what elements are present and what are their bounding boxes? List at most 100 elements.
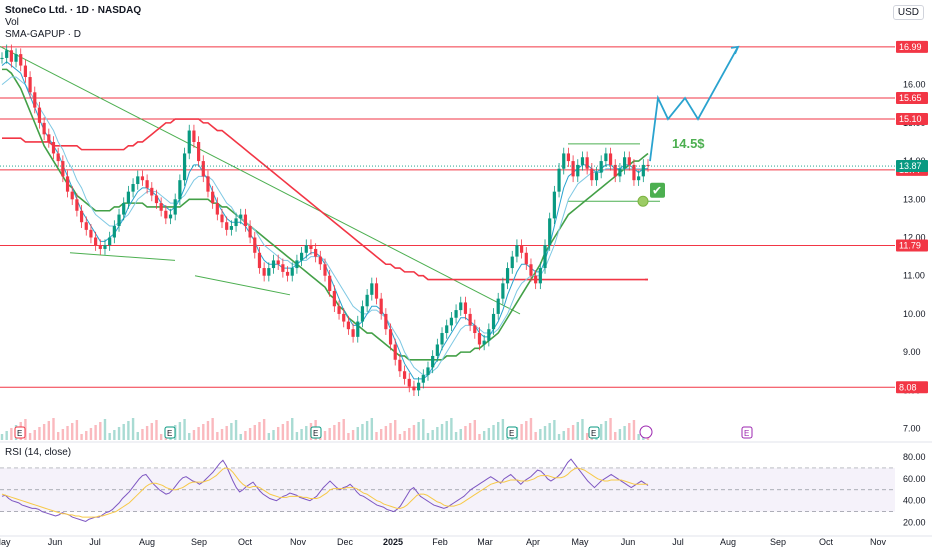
candle[interactable] [622, 157, 627, 169]
candle[interactable] [590, 168, 594, 181]
candle[interactable] [365, 294, 369, 307]
candle[interactable] [459, 302, 463, 311]
candle[interactable] [126, 191, 130, 204]
candle[interactable] [248, 226, 252, 238]
candle[interactable] [491, 313, 496, 330]
candle[interactable] [402, 371, 407, 379]
sma-indicator-label[interactable]: SMA-GAPUP · D [5, 29, 81, 40]
candle[interactable] [421, 375, 425, 383]
candle[interactable] [323, 264, 327, 276]
candle[interactable] [220, 214, 224, 223]
volume-indicator-label[interactable]: Vol [5, 17, 19, 28]
candle[interactable] [557, 168, 561, 192]
candle[interactable] [201, 161, 205, 177]
candle[interactable] [173, 199, 177, 215]
candle[interactable] [435, 344, 439, 356]
candle[interactable] [276, 260, 280, 265]
candle[interactable] [417, 382, 421, 391]
candle[interactable] [487, 329, 491, 341]
candle[interactable] [505, 268, 510, 284]
candle[interactable] [370, 283, 374, 295]
candle[interactable] [314, 248, 318, 257]
candle[interactable] [215, 203, 219, 215]
candle[interactable] [239, 214, 243, 219]
candle[interactable] [98, 245, 102, 249]
candle[interactable] [342, 313, 346, 322]
candle[interactable] [332, 290, 336, 307]
candle[interactable] [571, 161, 575, 177]
candle[interactable] [529, 264, 533, 276]
candle[interactable] [14, 54, 18, 62]
candle[interactable] [515, 245, 519, 257]
candle[interactable] [477, 333, 482, 345]
candle[interactable] [164, 210, 168, 219]
candle[interactable] [594, 172, 599, 181]
candle[interactable] [524, 252, 528, 265]
lightning-icon[interactable] [639, 425, 653, 439]
candle[interactable] [431, 355, 435, 368]
candle[interactable] [473, 325, 477, 334]
candle[interactable] [271, 260, 276, 269]
candle[interactable] [225, 222, 229, 230]
candle[interactable] [79, 210, 84, 223]
candle[interactable] [360, 306, 365, 322]
candle[interactable] [393, 344, 397, 360]
candle[interactable] [585, 157, 589, 169]
candle[interactable] [318, 256, 322, 265]
support-trendline[interactable] [69, 252, 176, 261]
candle[interactable] [243, 214, 248, 227]
candle[interactable] [445, 325, 449, 334]
candle[interactable] [65, 176, 70, 192]
candle[interactable] [379, 298, 383, 314]
candle[interactable] [211, 191, 215, 204]
candle[interactable] [145, 180, 149, 188]
candle[interactable] [510, 256, 514, 269]
candle[interactable] [178, 180, 182, 200]
candle[interactable] [604, 153, 608, 162]
candle[interactable] [5, 50, 9, 58]
symbol-title[interactable]: StoneCo Ltd. · 1D · NASDAQ [5, 5, 142, 16]
candle[interactable] [346, 321, 351, 330]
candle[interactable] [159, 203, 163, 211]
candle[interactable] [543, 245, 547, 269]
candle[interactable] [37, 107, 42, 123]
candle[interactable] [351, 329, 355, 337]
candle[interactable] [449, 317, 453, 326]
downtrend-line[interactable] [0, 46, 521, 315]
candle[interactable] [407, 378, 411, 387]
candle[interactable] [229, 226, 233, 230]
candle[interactable] [501, 283, 505, 299]
projection-path[interactable] [649, 46, 739, 162]
candle[interactable] [440, 333, 444, 345]
candle[interactable] [42, 122, 46, 135]
candle[interactable] [257, 252, 262, 269]
candle[interactable] [140, 176, 145, 181]
candle[interactable] [618, 168, 622, 177]
candle[interactable] [496, 298, 500, 314]
candle[interactable] [112, 226, 116, 238]
support-trendline[interactable] [194, 275, 291, 296]
candle[interactable] [56, 153, 60, 162]
candle[interactable] [290, 268, 294, 276]
candle[interactable] [613, 164, 617, 177]
candle[interactable] [206, 176, 210, 192]
candle[interactable] [426, 367, 430, 376]
candle[interactable] [295, 260, 299, 269]
candle[interactable] [234, 218, 238, 227]
candle[interactable] [253, 237, 257, 253]
candle[interactable] [168, 214, 173, 219]
candle[interactable] [627, 157, 631, 165]
candle[interactable] [136, 176, 140, 185]
candle[interactable] [117, 214, 121, 227]
earnings-badge[interactable] [588, 426, 600, 439]
candle[interactable] [646, 164, 650, 167]
candle[interactable] [520, 245, 524, 253]
candle[interactable] [482, 340, 486, 345]
candle[interactable] [608, 153, 613, 165]
candle[interactable] [28, 77, 32, 93]
future-earnings-badge[interactable] [741, 426, 753, 439]
candle[interactable] [187, 130, 191, 154]
candle[interactable] [61, 161, 65, 177]
earnings-badge[interactable] [164, 426, 176, 439]
candle[interactable] [388, 329, 393, 345]
